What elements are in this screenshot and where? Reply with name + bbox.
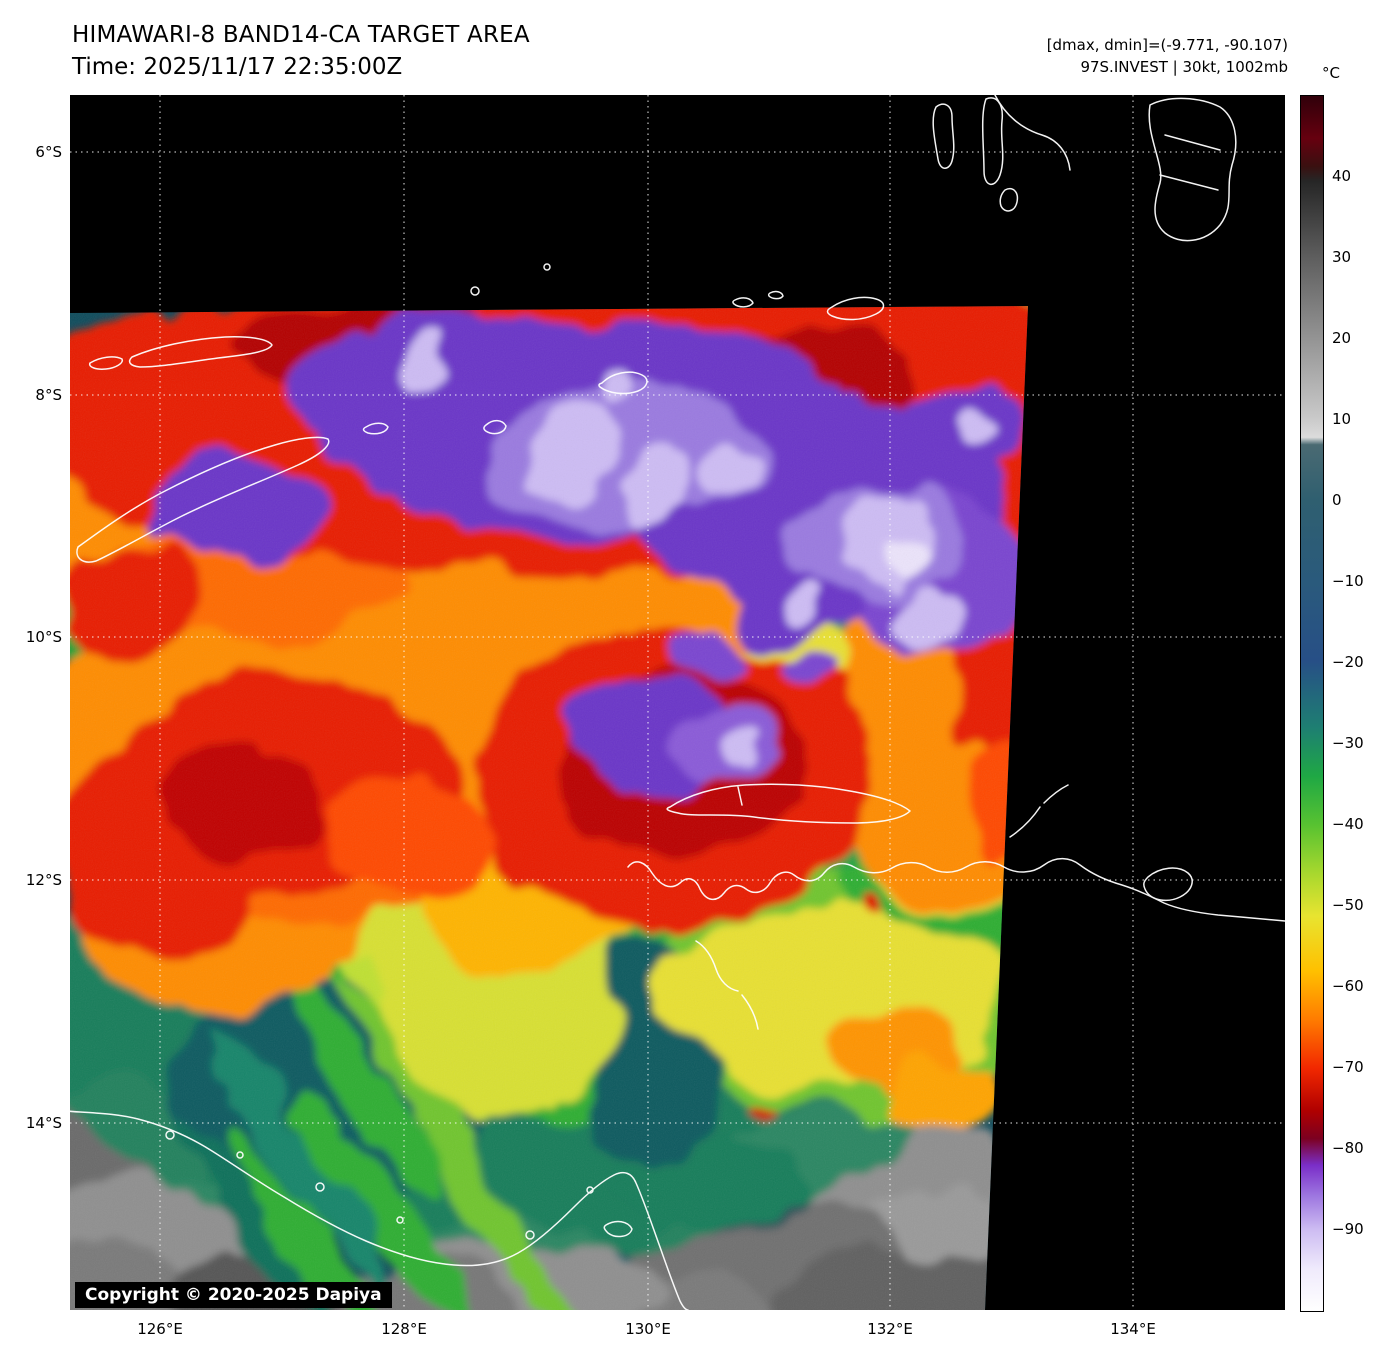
graticule (70, 95, 1285, 1310)
colorbar-unit-label: °C (1322, 64, 1340, 82)
colorbar-tick-label: 20 (1332, 329, 1352, 347)
lon-axis-label: 128°E (381, 1320, 427, 1338)
timestamp: Time: 2025/11/17 22:35:00Z (72, 54, 403, 80)
colorbar-tick-label: −60 (1332, 977, 1364, 995)
data-swath (70, 306, 1028, 1310)
lon-axis-label: 126°E (137, 1320, 183, 1338)
colorbar-tick-label: 30 (1332, 248, 1352, 266)
lat-axis-label: 10°S (25, 628, 62, 646)
colorbar-tick-label: 0 (1332, 491, 1342, 509)
satellite-map: Copyright © 2020-2025 Dapiya (70, 95, 1285, 1310)
copyright-badge: Copyright © 2020-2025 Dapiya (75, 1282, 392, 1308)
page-title: HIMAWARI-8 BAND14-CA TARGET AREA (72, 22, 530, 48)
colorbar-tick-label: −80 (1332, 1139, 1364, 1157)
colorbar-tick-label: −40 (1332, 815, 1364, 833)
lat-axis-label: 12°S (25, 871, 62, 889)
lat-axis-label: 14°S (25, 1114, 62, 1132)
colorbar-tick-label: −50 (1332, 896, 1364, 914)
colorbar-tick-label: 10 (1332, 410, 1352, 428)
lon-axis-label: 130°E (625, 1320, 671, 1338)
lat-axis-label: 8°S (35, 386, 62, 404)
colorbar-tick-label: −90 (1332, 1220, 1364, 1238)
satellite-imagery (70, 95, 1285, 1310)
colorbar-tick-label: −10 (1332, 572, 1364, 590)
colorbar-tick-label: −30 (1332, 734, 1364, 752)
lat-axis-label: 6°S (35, 143, 62, 161)
storm-info-annotation: 97S.INVEST | 30kt, 1002mb (1080, 58, 1288, 76)
lon-axis-label: 132°E (867, 1320, 913, 1338)
dmax-dmin-annotation: [dmax, dmin]=(-9.771, -90.107) (1046, 36, 1288, 54)
colorbar-tick-label: −20 (1332, 653, 1364, 671)
colorbar-tick-label: 40 (1332, 167, 1352, 185)
coastlines (70, 95, 1285, 1310)
colorbar (1300, 95, 1324, 1312)
lon-axis-label: 134°E (1110, 1320, 1156, 1338)
colorbar-tick-label: −70 (1332, 1058, 1364, 1076)
